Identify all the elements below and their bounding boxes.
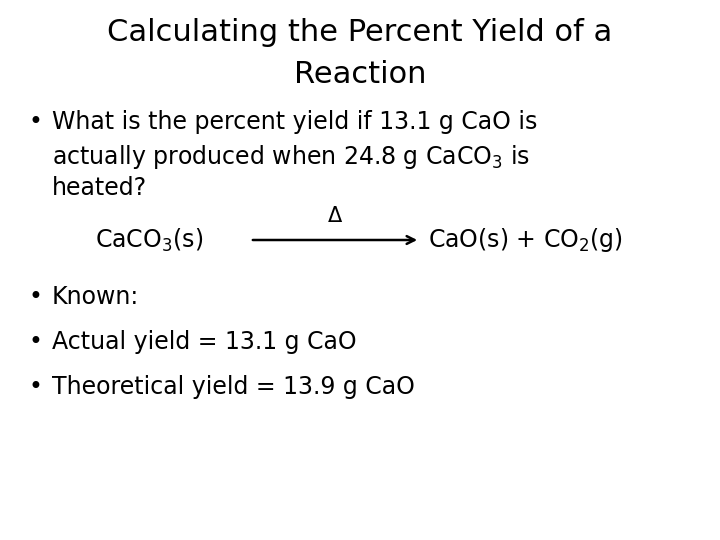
Text: Calculating the Percent Yield of a: Calculating the Percent Yield of a: [107, 18, 613, 47]
Text: Theoretical yield = 13.9 g CaO: Theoretical yield = 13.9 g CaO: [52, 375, 415, 399]
Text: Known:: Known:: [52, 285, 139, 309]
Text: CaCO$_3$(s): CaCO$_3$(s): [95, 226, 203, 254]
Text: •: •: [28, 110, 42, 134]
Text: Reaction: Reaction: [294, 60, 426, 89]
Text: Actual yield = 13.1 g CaO: Actual yield = 13.1 g CaO: [52, 330, 356, 354]
Text: actually produced when 24.8 g CaCO$_3$ is: actually produced when 24.8 g CaCO$_3$ i…: [52, 143, 530, 171]
Text: CaO(s) + CO$_2$(g): CaO(s) + CO$_2$(g): [428, 226, 623, 254]
Text: •: •: [28, 330, 42, 354]
Text: heated?: heated?: [52, 176, 147, 200]
Text: Δ: Δ: [328, 206, 342, 226]
Text: What is the percent yield if 13.1 g CaO is: What is the percent yield if 13.1 g CaO …: [52, 110, 537, 134]
Text: •: •: [28, 375, 42, 399]
Text: •: •: [28, 285, 42, 309]
